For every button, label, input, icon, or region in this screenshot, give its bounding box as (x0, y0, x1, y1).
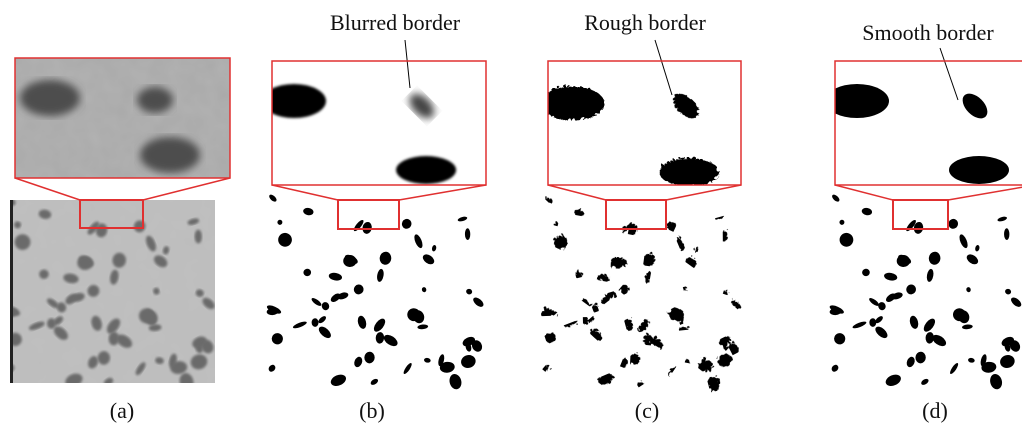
panel-label: (c) (635, 398, 659, 423)
particle (137, 87, 173, 113)
inset (825, 61, 1022, 185)
binary-image (829, 193, 1022, 390)
image-a (2, 195, 216, 392)
panels (2, 40, 1022, 392)
figure: (a) (b) (c) (d) Blurred border Rough bor… (0, 0, 1022, 434)
panel-label: (d) (922, 398, 948, 423)
particle (949, 156, 1009, 184)
panel-label: (b) (359, 398, 385, 423)
annotation: Smooth border (862, 20, 994, 45)
particle (20, 80, 80, 116)
image-bg (272, 197, 485, 383)
image-bg (548, 197, 742, 383)
inset-a (15, 58, 230, 178)
particle (657, 156, 717, 184)
binary-image (266, 193, 485, 390)
particle (396, 156, 456, 184)
zoom-line (15, 178, 80, 200)
panel-label: (a) (110, 398, 134, 423)
annotation: Rough border (584, 10, 706, 35)
inset (262, 61, 486, 185)
image-bg (835, 197, 1022, 383)
image-edge (10, 200, 13, 383)
particle (140, 137, 200, 173)
zoom-line (143, 178, 230, 200)
annotation: Blurred border (330, 10, 461, 35)
inset (538, 61, 741, 185)
binary-image (542, 193, 743, 390)
